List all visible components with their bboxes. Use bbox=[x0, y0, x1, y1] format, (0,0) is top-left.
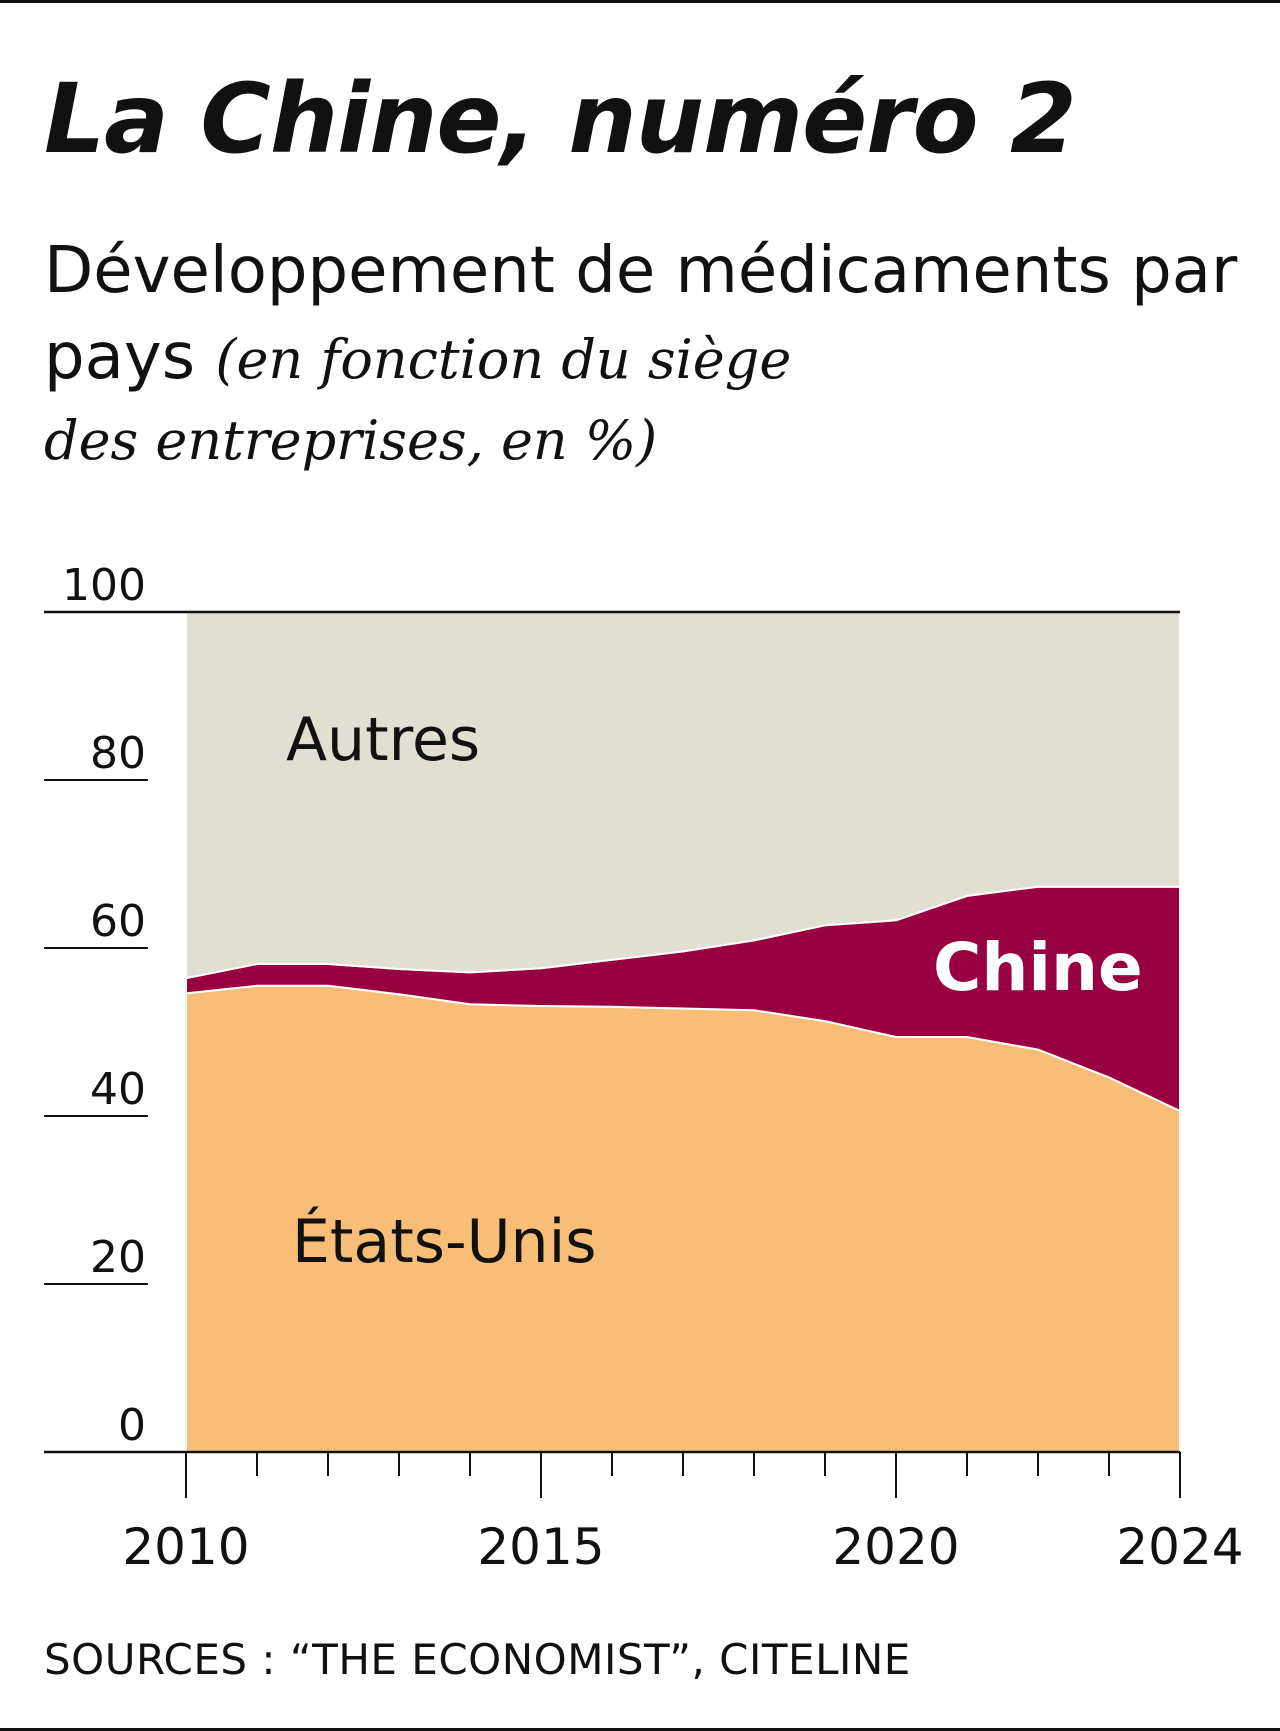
x-axis: 2010 2015 2020 2024 bbox=[44, 1450, 1244, 1576]
y-tick-label-40: 40 bbox=[90, 1064, 146, 1115]
plot-area bbox=[185, 611, 1181, 1453]
y-tick-label-20: 20 bbox=[90, 1232, 146, 1283]
label-etats-unis: États-Unis bbox=[292, 1205, 597, 1277]
chart-title: La Chine, numéro 2 bbox=[44, 63, 1077, 175]
y-tick-label-0: 0 bbox=[118, 1400, 146, 1451]
x-tick-label-2024: 2024 bbox=[1116, 1518, 1243, 1576]
bottom-rule bbox=[0, 1728, 1280, 1731]
y-axis: 100 80 60 40 20 0 bbox=[44, 560, 1180, 1451]
x-tick-label-2010: 2010 bbox=[122, 1518, 249, 1576]
subtitle-main: Développement de médicaments par pays bbox=[44, 234, 1238, 395]
chart-subtitle: Développement de médicaments par pays (e… bbox=[44, 228, 1244, 478]
x-tick-label-2020: 2020 bbox=[832, 1518, 959, 1576]
label-chine: Chine bbox=[933, 929, 1143, 1006]
subtitle-note-2: des entreprises, en %) bbox=[44, 408, 658, 472]
top-rule bbox=[0, 0, 1280, 3]
area-labels: Autres Chine États-Unis bbox=[286, 705, 1143, 1277]
label-autres: Autres bbox=[286, 705, 480, 775]
subtitle-note-1: (en fonction du siège bbox=[215, 328, 792, 392]
y-tick-label-100: 100 bbox=[62, 560, 146, 611]
y-tick-label-80: 80 bbox=[90, 728, 146, 779]
x-tick-label-2015: 2015 bbox=[477, 1518, 604, 1576]
source-note: SOURCES : “THE ECONOMIST”, CITELINE bbox=[44, 1635, 911, 1684]
y-tick-label-60: 60 bbox=[90, 896, 146, 947]
